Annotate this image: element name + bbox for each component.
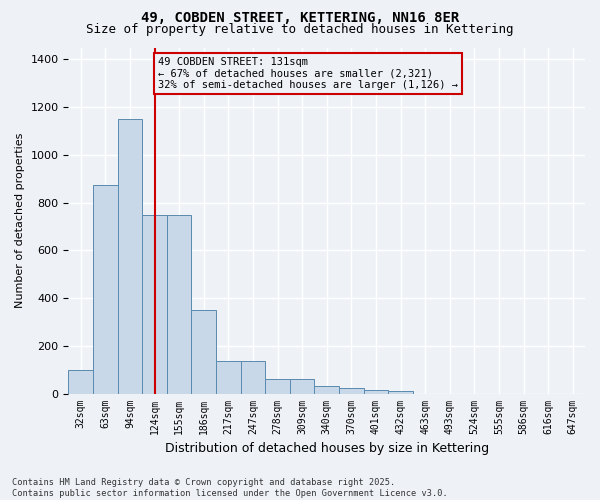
X-axis label: Distribution of detached houses by size in Kettering: Distribution of detached houses by size … — [164, 442, 489, 455]
Bar — [364, 390, 388, 394]
Bar — [142, 214, 167, 394]
Text: 49 COBDEN STREET: 131sqm
← 67% of detached houses are smaller (2,321)
32% of sem: 49 COBDEN STREET: 131sqm ← 67% of detach… — [158, 57, 458, 90]
Bar — [265, 379, 290, 394]
Bar — [118, 119, 142, 394]
Bar — [388, 391, 413, 394]
Bar — [290, 379, 314, 394]
Bar — [339, 388, 364, 394]
Bar — [191, 310, 216, 394]
Text: Size of property relative to detached houses in Kettering: Size of property relative to detached ho… — [86, 22, 514, 36]
Text: Contains HM Land Registry data © Crown copyright and database right 2025.
Contai: Contains HM Land Registry data © Crown c… — [12, 478, 448, 498]
Bar — [314, 386, 339, 394]
Bar — [216, 362, 241, 394]
Bar — [93, 184, 118, 394]
Y-axis label: Number of detached properties: Number of detached properties — [15, 133, 25, 308]
Bar — [167, 214, 191, 394]
Bar — [241, 362, 265, 394]
Text: 49, COBDEN STREET, KETTERING, NN16 8ER: 49, COBDEN STREET, KETTERING, NN16 8ER — [141, 11, 459, 25]
Bar — [68, 370, 93, 394]
